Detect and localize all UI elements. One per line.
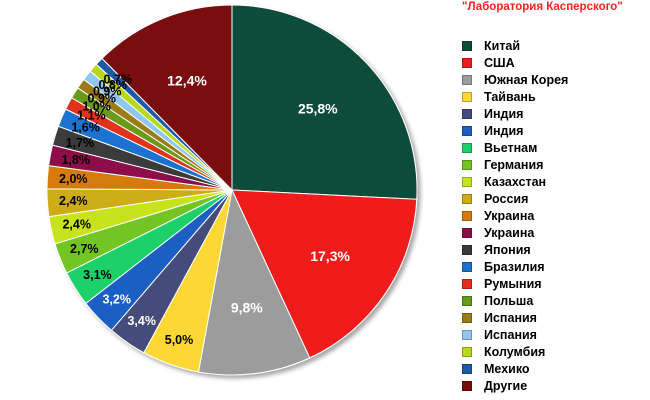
legend-item-7: Германия bbox=[462, 156, 568, 173]
slice-value-label-7: 2,7% bbox=[70, 242, 99, 256]
legend-label: Казахстан bbox=[484, 174, 547, 189]
legend-item-20: Другие bbox=[462, 377, 568, 394]
legend-swatch bbox=[462, 363, 472, 374]
slice-value-label-13: 1,6% bbox=[71, 121, 100, 135]
legend-item-0: Китай bbox=[462, 37, 568, 54]
legend-swatch bbox=[462, 193, 472, 204]
legend-label: Колумбия bbox=[484, 344, 546, 359]
legend-item-11: Украина bbox=[462, 224, 568, 241]
legend-swatch bbox=[462, 108, 472, 119]
legend-label: Украина bbox=[484, 225, 535, 240]
slice-value-label-5: 3,2% bbox=[102, 293, 131, 307]
pie-slice-20 bbox=[101, 4, 233, 192]
legend-item-13: Бразилия bbox=[462, 258, 568, 275]
legend-label: Украина bbox=[484, 208, 535, 223]
legend-swatch bbox=[462, 57, 472, 68]
slice-value-label-14: 1,1% bbox=[77, 109, 106, 123]
pie-slice-1 bbox=[231, 189, 418, 359]
legend-swatch bbox=[462, 125, 472, 136]
legend-swatch bbox=[462, 227, 472, 238]
legend-label: Бразилия bbox=[484, 259, 545, 274]
legend-label: Испания bbox=[484, 327, 537, 342]
slice-value-label-15: 1,0% bbox=[82, 99, 111, 113]
legend-label: Япония bbox=[484, 242, 531, 257]
legend-swatch bbox=[462, 74, 472, 85]
legend-item-17: Испания bbox=[462, 326, 568, 343]
legend-swatch bbox=[462, 210, 472, 221]
slice-value-label-11: 1,8% bbox=[61, 153, 90, 167]
legend-label: Другие bbox=[484, 378, 528, 393]
legend-item-5: Индия bbox=[462, 122, 568, 139]
legend-swatch bbox=[462, 346, 472, 357]
legend-label: Вьетнам bbox=[484, 140, 538, 155]
legend-item-18: Колумбия bbox=[462, 343, 568, 360]
slice-value-label-0: 25,8% bbox=[298, 100, 338, 116]
legend-label: Германия bbox=[484, 157, 544, 172]
slice-value-label-3: 5,0% bbox=[165, 333, 194, 347]
legend-label: Китай bbox=[484, 38, 521, 53]
legend-label: Румыния bbox=[484, 276, 542, 291]
slice-value-label-8: 2,4% bbox=[62, 218, 91, 232]
legend-swatch bbox=[462, 40, 472, 51]
legend-item-3: Тайвань bbox=[462, 88, 568, 105]
legend-swatch bbox=[462, 312, 472, 323]
pie-slice-2 bbox=[197, 188, 311, 376]
pie-slice-0 bbox=[231, 4, 418, 200]
legend-item-8: Казахстан bbox=[462, 173, 568, 190]
slice-value-label-10: 2,0% bbox=[59, 172, 88, 186]
slice-value-label-9: 2,4% bbox=[59, 194, 88, 208]
slice-value-label-2: 9,8% bbox=[231, 300, 263, 316]
pie-chart: 25,8% 17,3% 9,8% 5,0% 3,4% 3,2% 3,1% 2,7% 2,4% 2,… bbox=[46, 4, 418, 376]
legend-swatch bbox=[462, 91, 472, 102]
legend-swatch bbox=[462, 295, 472, 306]
legend-swatch bbox=[462, 142, 472, 153]
pie-labels: 25,8% 17,3% 9,8% 5,0% 3,4% 3,2% 3,1% 2,7% 2,4% 2,… bbox=[59, 72, 350, 347]
legend-swatch bbox=[462, 244, 472, 255]
legend-label: Южная Корея bbox=[484, 72, 569, 87]
legend-item-19: Мехико bbox=[462, 360, 568, 377]
slice-value-label-12: 1,7% bbox=[66, 136, 95, 150]
legend-item-10: Украина bbox=[462, 207, 568, 224]
legend-item-6: Вьетнам bbox=[462, 139, 568, 156]
legend-label: Испания bbox=[484, 310, 537, 325]
legend-label: Индия bbox=[484, 123, 524, 138]
legend-swatch bbox=[462, 261, 472, 272]
slice-value-label-6: 3,1% bbox=[83, 268, 112, 282]
legend-item-1: США bbox=[462, 54, 568, 71]
slice-value-label-18: 0,8% bbox=[98, 78, 127, 92]
legend-swatch bbox=[462, 176, 472, 187]
legend-label: Россия bbox=[484, 191, 529, 206]
legend-item-15: Польша bbox=[462, 292, 568, 309]
legend-label: Индия bbox=[484, 106, 524, 121]
slice-value-label-4: 3,4% bbox=[127, 314, 156, 328]
legend-swatch bbox=[462, 278, 472, 289]
chart-legend: Китай США Южная Корея Тайвань Индия Индия Вьет… bbox=[462, 37, 568, 394]
legend-label: США bbox=[484, 55, 515, 70]
legend-item-14: Румыния bbox=[462, 275, 568, 292]
slice-value-label-1: 17,3% bbox=[310, 248, 350, 264]
slice-value-label-20: 12,4% bbox=[167, 73, 207, 89]
legend-swatch bbox=[462, 329, 472, 340]
legend-label: Тайвань bbox=[484, 89, 536, 104]
legend-item-2: Южная Корея bbox=[462, 71, 568, 88]
legend-item-12: Япония bbox=[462, 241, 568, 258]
legend-swatch bbox=[462, 380, 472, 391]
legend-swatch bbox=[462, 159, 472, 170]
slice-value-label-17: 0,9% bbox=[93, 84, 122, 98]
legend-item-16: Испания bbox=[462, 309, 568, 326]
legend-label: Польша bbox=[484, 293, 534, 308]
legend-item-4: Индия bbox=[462, 105, 568, 122]
pie-slices bbox=[46, 4, 418, 376]
legend-item-9: Россия bbox=[462, 190, 568, 207]
legend-label: Мехико bbox=[484, 361, 530, 376]
kaspersky-watermark: "Лаборатория Касперского" bbox=[462, 1, 623, 13]
slice-value-label-16: 0,9% bbox=[88, 92, 117, 106]
slice-value-label-19: 0,7% bbox=[103, 72, 132, 86]
